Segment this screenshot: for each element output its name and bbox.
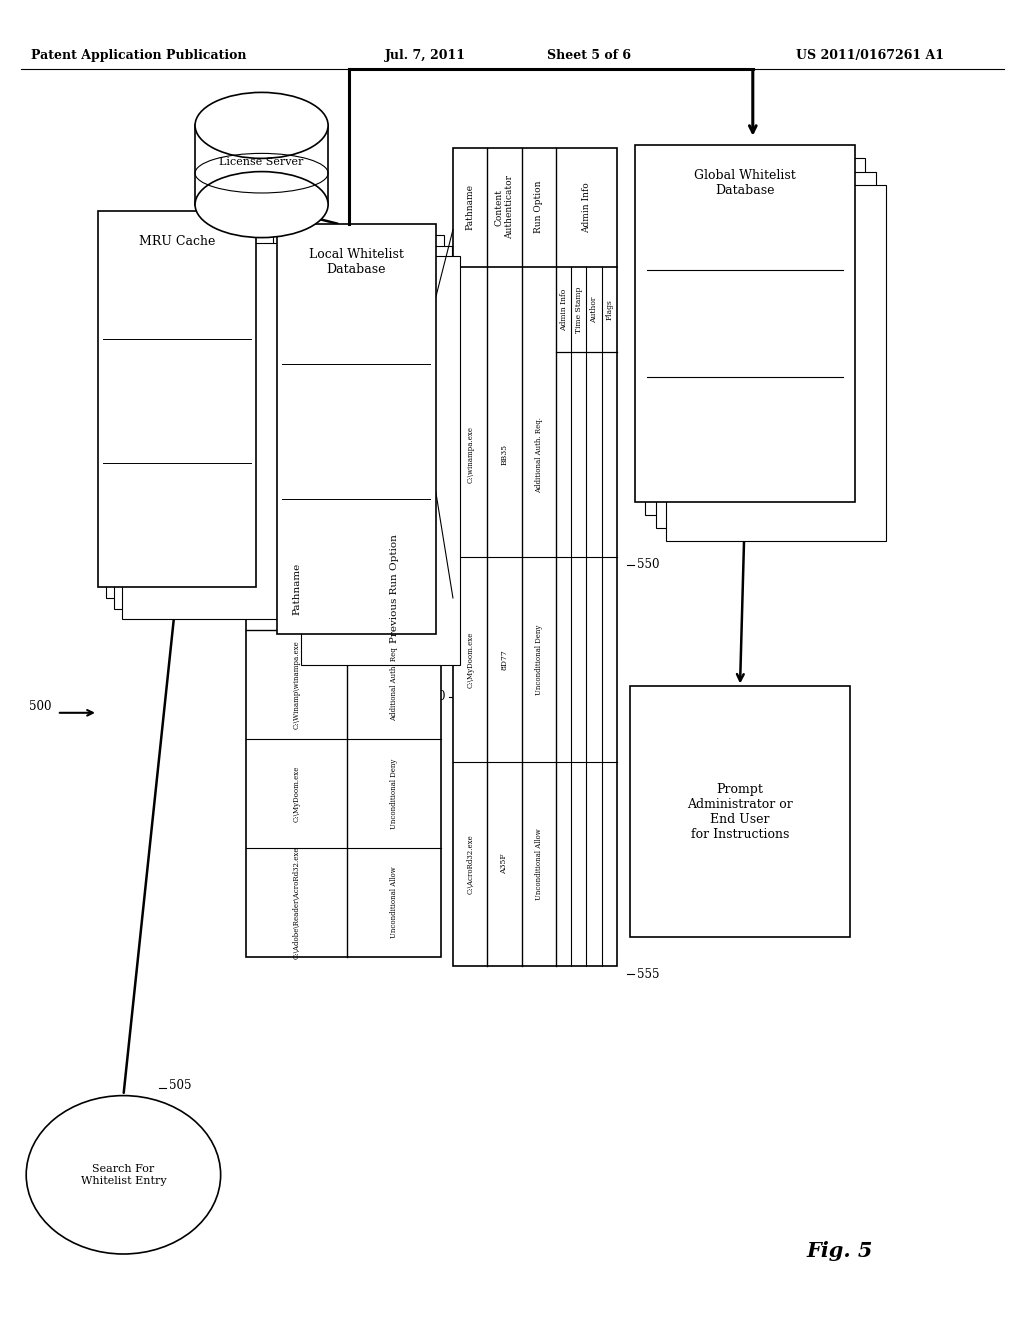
- Text: Global Whitelist
Database: Global Whitelist Database: [694, 169, 796, 197]
- Text: Unconditional Allow: Unconditional Allow: [390, 866, 398, 939]
- Text: Time Stamp: Time Stamp: [574, 286, 583, 333]
- Text: C:\Adobe\Reader\AcroRd32.exe: C:\Adobe\Reader\AcroRd32.exe: [293, 846, 301, 958]
- Text: Content
Authenticator: Content Authenticator: [495, 176, 514, 239]
- Text: Unconditional Deny: Unconditional Deny: [535, 624, 543, 694]
- Text: C:\winampa.exe: C:\winampa.exe: [466, 426, 474, 483]
- Text: 555: 555: [637, 968, 659, 981]
- Text: C:\MyDoom.exe: C:\MyDoom.exe: [293, 766, 301, 821]
- Bar: [645, 158, 865, 515]
- Text: C:\AcroRd32.exe: C:\AcroRd32.exe: [466, 834, 474, 894]
- Bar: [630, 686, 850, 937]
- Bar: [195, 125, 328, 205]
- Text: 505: 505: [170, 1078, 191, 1092]
- Bar: [276, 224, 435, 634]
- Text: 550: 550: [637, 558, 659, 572]
- Text: US 2011/0167261 A1: US 2011/0167261 A1: [797, 49, 944, 62]
- Text: Unconditional Deny: Unconditional Deny: [390, 758, 398, 829]
- Text: Previous Run Option: Previous Run Option: [389, 535, 398, 643]
- Ellipse shape: [195, 172, 328, 238]
- Text: Sheet 5 of 6: Sheet 5 of 6: [547, 49, 631, 62]
- Ellipse shape: [195, 92, 328, 158]
- Text: Admin Info: Admin Info: [582, 182, 591, 232]
- Bar: [453, 148, 616, 966]
- Bar: [115, 232, 272, 609]
- Bar: [98, 211, 256, 587]
- Text: Run Option: Run Option: [535, 181, 544, 234]
- Text: Author: Author: [590, 296, 598, 322]
- Text: C:\Winamp\winampa.exe: C:\Winamp\winampa.exe: [293, 640, 301, 729]
- Text: Local Whitelist
Database: Local Whitelist Database: [309, 248, 403, 276]
- Text: A35F: A35F: [501, 854, 509, 874]
- Text: 500: 500: [30, 700, 52, 713]
- Text: Flags: Flags: [605, 300, 613, 319]
- Bar: [106, 222, 264, 598]
- Bar: [293, 246, 452, 655]
- Text: 510: 510: [322, 733, 344, 746]
- Text: 515: 515: [387, 512, 410, 525]
- Bar: [123, 243, 281, 619]
- Text: 8D77: 8D77: [501, 649, 509, 669]
- Text: Jul. 7, 2011: Jul. 7, 2011: [385, 49, 466, 62]
- Text: Patent Application Publication: Patent Application Publication: [31, 49, 247, 62]
- Text: Additional Auth. Req: Additional Auth. Req: [390, 647, 398, 721]
- Text: Search For
Whitelist Entry: Search For Whitelist Entry: [81, 1164, 166, 1185]
- Bar: [666, 185, 886, 541]
- Text: 525: 525: [423, 627, 445, 640]
- Text: Admin Info: Admin Info: [560, 288, 567, 330]
- Text: Prompt
Administrator or
End User
for Instructions: Prompt Administrator or End User for Ins…: [687, 783, 793, 841]
- Text: Additional Auth. Req.: Additional Auth. Req.: [535, 417, 543, 492]
- Bar: [635, 145, 855, 502]
- Text: Pathname: Pathname: [466, 185, 475, 230]
- Bar: [301, 256, 460, 665]
- Text: 540: 540: [423, 370, 445, 383]
- Bar: [246, 548, 440, 957]
- Text: 545: 545: [207, 286, 229, 300]
- Text: 520: 520: [216, 512, 238, 525]
- Text: C:\MyDoom.exe: C:\MyDoom.exe: [466, 631, 474, 688]
- Text: MRU Cache: MRU Cache: [139, 235, 215, 248]
- Text: Fig. 5: Fig. 5: [807, 1241, 873, 1262]
- Text: Pathname: Pathname: [292, 562, 301, 615]
- Text: BB35: BB35: [501, 444, 509, 466]
- Text: License Server: License Server: [219, 157, 304, 166]
- Text: 530: 530: [423, 690, 445, 704]
- Bar: [655, 172, 876, 528]
- Text: Unconditional Allow: Unconditional Allow: [535, 828, 543, 900]
- Ellipse shape: [27, 1096, 220, 1254]
- Text: 535: 535: [423, 528, 445, 541]
- Bar: [285, 235, 443, 644]
